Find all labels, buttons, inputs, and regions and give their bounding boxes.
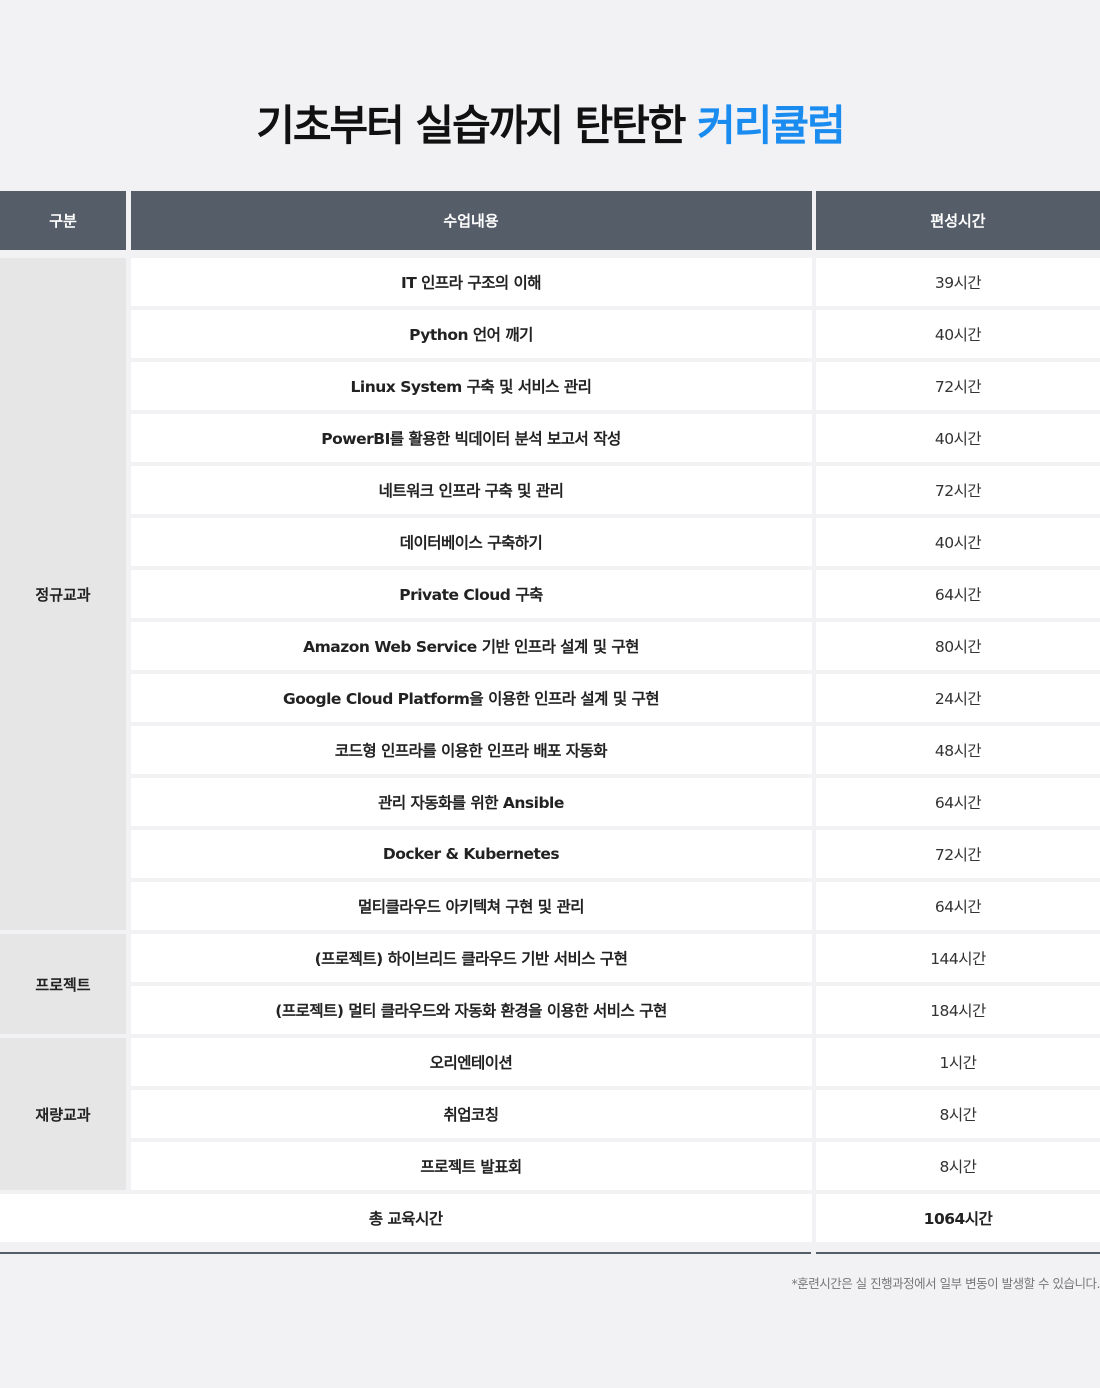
course-hours: 80시간: [816, 622, 1100, 670]
course-hours: 1시간: [816, 1038, 1100, 1086]
footnote: *훈련시간은 실 진행과정에서 일부 변동이 발생할 수 있습니다.: [791, 1276, 1100, 1291]
course-hours: 40시간: [816, 310, 1100, 358]
title-highlight: 커리큘럼: [697, 101, 846, 150]
page-title: 기초부터 실습까지 탄탄한 커리큘럼: [0, 92, 1100, 153]
course-name: 관리 자동화를 위한 Ansible: [130, 778, 812, 826]
curriculum-table: 구분 수업내용 편성시간 정규교과 IT 인프라 구조의 이해 39시간 Python…: [0, 191, 1100, 1242]
course-name: 네트워크 인프라 구축 및 관리: [130, 466, 812, 514]
course-hours: 8시간: [816, 1090, 1100, 1138]
title-main: 기초부터 실습까지 탄탄한: [256, 101, 686, 150]
bottom-divider: [0, 1252, 811, 1254]
header-category: 구분: [0, 191, 126, 250]
course-name: PowerBI를 활용한 빅데이터 분석 보고서 작성: [130, 414, 812, 462]
course-hours: 48시간: [816, 726, 1100, 774]
course-hours: 64시간: [816, 570, 1100, 618]
course-name: 코드형 인프라를 이용한 인프라 배포 자동화: [130, 726, 812, 774]
category-cell: 정규교과: [0, 258, 126, 930]
course-name: 프로젝트 발표회: [130, 1142, 812, 1190]
total-label: 총 교육시간: [0, 1194, 812, 1242]
category-cell: 재량교과: [0, 1038, 126, 1190]
course-hours: 39시간: [816, 258, 1100, 306]
course-hours: 72시간: [816, 362, 1100, 410]
course-name: Docker & Kubernetes: [130, 830, 812, 878]
course-hours: 72시간: [816, 830, 1100, 878]
course-name: (프로젝트) 멀티 클라우드와 자동화 환경을 이용한 서비스 구현: [130, 986, 812, 1034]
course-hours: 40시간: [816, 414, 1100, 462]
course-name: 오리엔테이션: [130, 1038, 812, 1086]
course-hours: 40시간: [816, 518, 1100, 566]
course-hours: 64시간: [816, 882, 1100, 930]
course-name: 취업코칭: [130, 1090, 812, 1138]
course-hours: 144시간: [816, 934, 1100, 982]
course-hours: 8시간: [816, 1142, 1100, 1190]
total-hours: 1064시간: [816, 1194, 1100, 1242]
course-hours: 184시간: [816, 986, 1100, 1034]
course-name: Google Cloud Platform을 이용한 인프라 설계 및 구현: [130, 674, 812, 722]
bottom-divider: [816, 1252, 1100, 1254]
course-name: 데이터베이스 구축하기: [130, 518, 812, 566]
category-cell: 프로젝트: [0, 934, 126, 1034]
course-hours: 72시간: [816, 466, 1100, 514]
course-name: Python 언어 깨기: [130, 310, 812, 358]
course-name: IT 인프라 구조의 이해: [130, 258, 812, 306]
header-content: 수업내용: [130, 191, 812, 250]
course-hours: 24시간: [816, 674, 1100, 722]
course-name: Amazon Web Service 기반 인프라 설계 및 구현: [130, 622, 812, 670]
course-name: Linux System 구축 및 서비스 관리: [130, 362, 812, 410]
course-hours: 64시간: [816, 778, 1100, 826]
header-hours: 편성시간: [816, 191, 1100, 250]
course-name: Private Cloud 구축: [130, 570, 812, 618]
course-name: (프로젝트) 하이브리드 클라우드 기반 서비스 구현: [130, 934, 812, 982]
course-name: 멀티클라우드 아키텍쳐 구현 및 관리: [130, 882, 812, 930]
